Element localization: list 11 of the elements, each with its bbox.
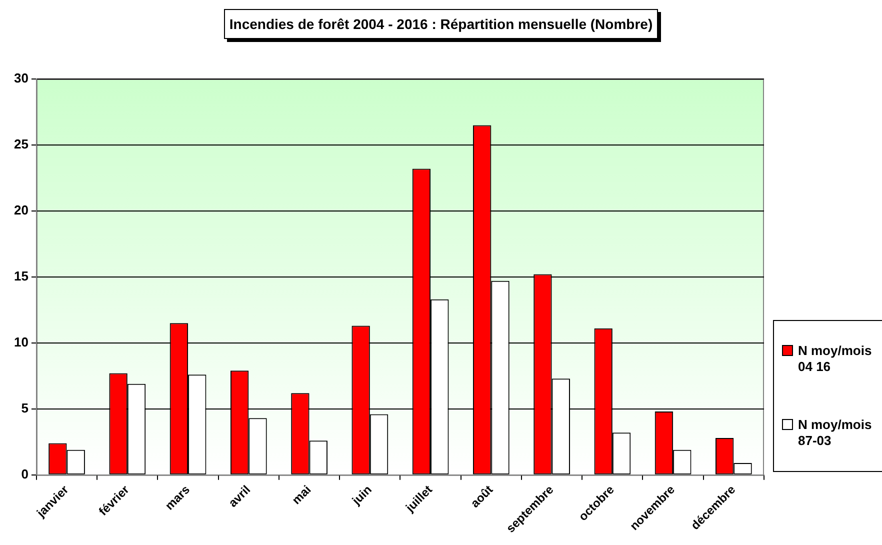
legend-label: N moy/mois 87-03 (798, 416, 873, 449)
y-tick-label: 0 (21, 466, 28, 482)
y-tick-label: 15 (14, 268, 28, 284)
x-tick-label: mai (289, 482, 314, 508)
text: N moy/mois 04 16 (798, 342, 873, 375)
chart-title: Incendies de forêt 2004 - 2016 : Répartition mensuelle (Nombre) (224, 9, 658, 39)
y-tick-label: 20 (14, 202, 28, 218)
y-tick-label: 10 (14, 334, 28, 350)
y-tick-label: 30 (14, 70, 28, 86)
y-tick-label: 5 (21, 400, 28, 416)
y-tick-label: 25 (14, 136, 28, 152)
